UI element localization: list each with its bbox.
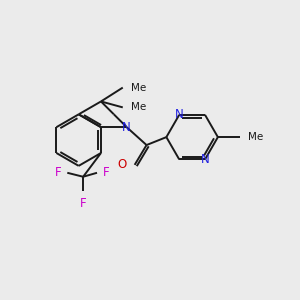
Text: Me: Me: [131, 102, 146, 112]
Text: N: N: [175, 108, 184, 121]
Text: N: N: [122, 121, 131, 134]
Text: Me: Me: [131, 82, 146, 93]
Text: F: F: [103, 166, 110, 179]
Text: N: N: [201, 153, 209, 166]
Text: O: O: [118, 158, 127, 171]
Text: F: F: [55, 166, 61, 179]
Text: F: F: [80, 196, 86, 210]
Text: Me: Me: [248, 132, 263, 142]
